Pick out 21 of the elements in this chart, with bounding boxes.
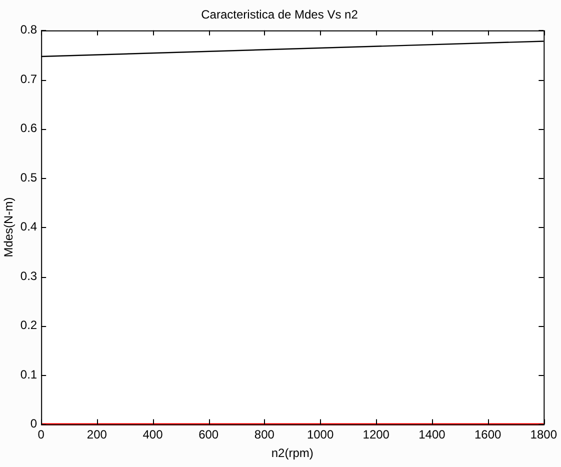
y-tick-label: 0.8 [20,22,38,37]
y-tick-label: 0.1 [20,367,38,382]
y-tick-label: 0.3 [20,268,38,283]
x-tick-label: 1800 [530,428,558,442]
x-tick-label: 800 [254,428,275,442]
x-tick-label: 1400 [418,428,446,442]
y-tick-label: 0.7 [20,72,38,86]
x-tick-label: 1200 [362,428,390,442]
x-tick-label: 1600 [474,428,502,442]
y-axis-title: Mdes(N-m) [2,197,16,258]
y-tick-label: 0 [30,416,38,431]
y-tick-label: 0.2 [20,318,38,332]
chart-title: Caracteristica de Mdes Vs n2 [201,8,358,22]
y-tick-label: 0.5 [20,170,38,184]
x-tick-label: 400 [142,428,164,442]
x-tick-label: 200 [86,428,108,442]
x-tick-label: 600 [198,428,219,442]
x-tick-label: 1000 [306,428,334,442]
y-tick-label: 0.6 [20,121,38,136]
y-tick-label: 0.4 [20,220,38,234]
x-axis-title: n2(rpm) [271,446,314,460]
